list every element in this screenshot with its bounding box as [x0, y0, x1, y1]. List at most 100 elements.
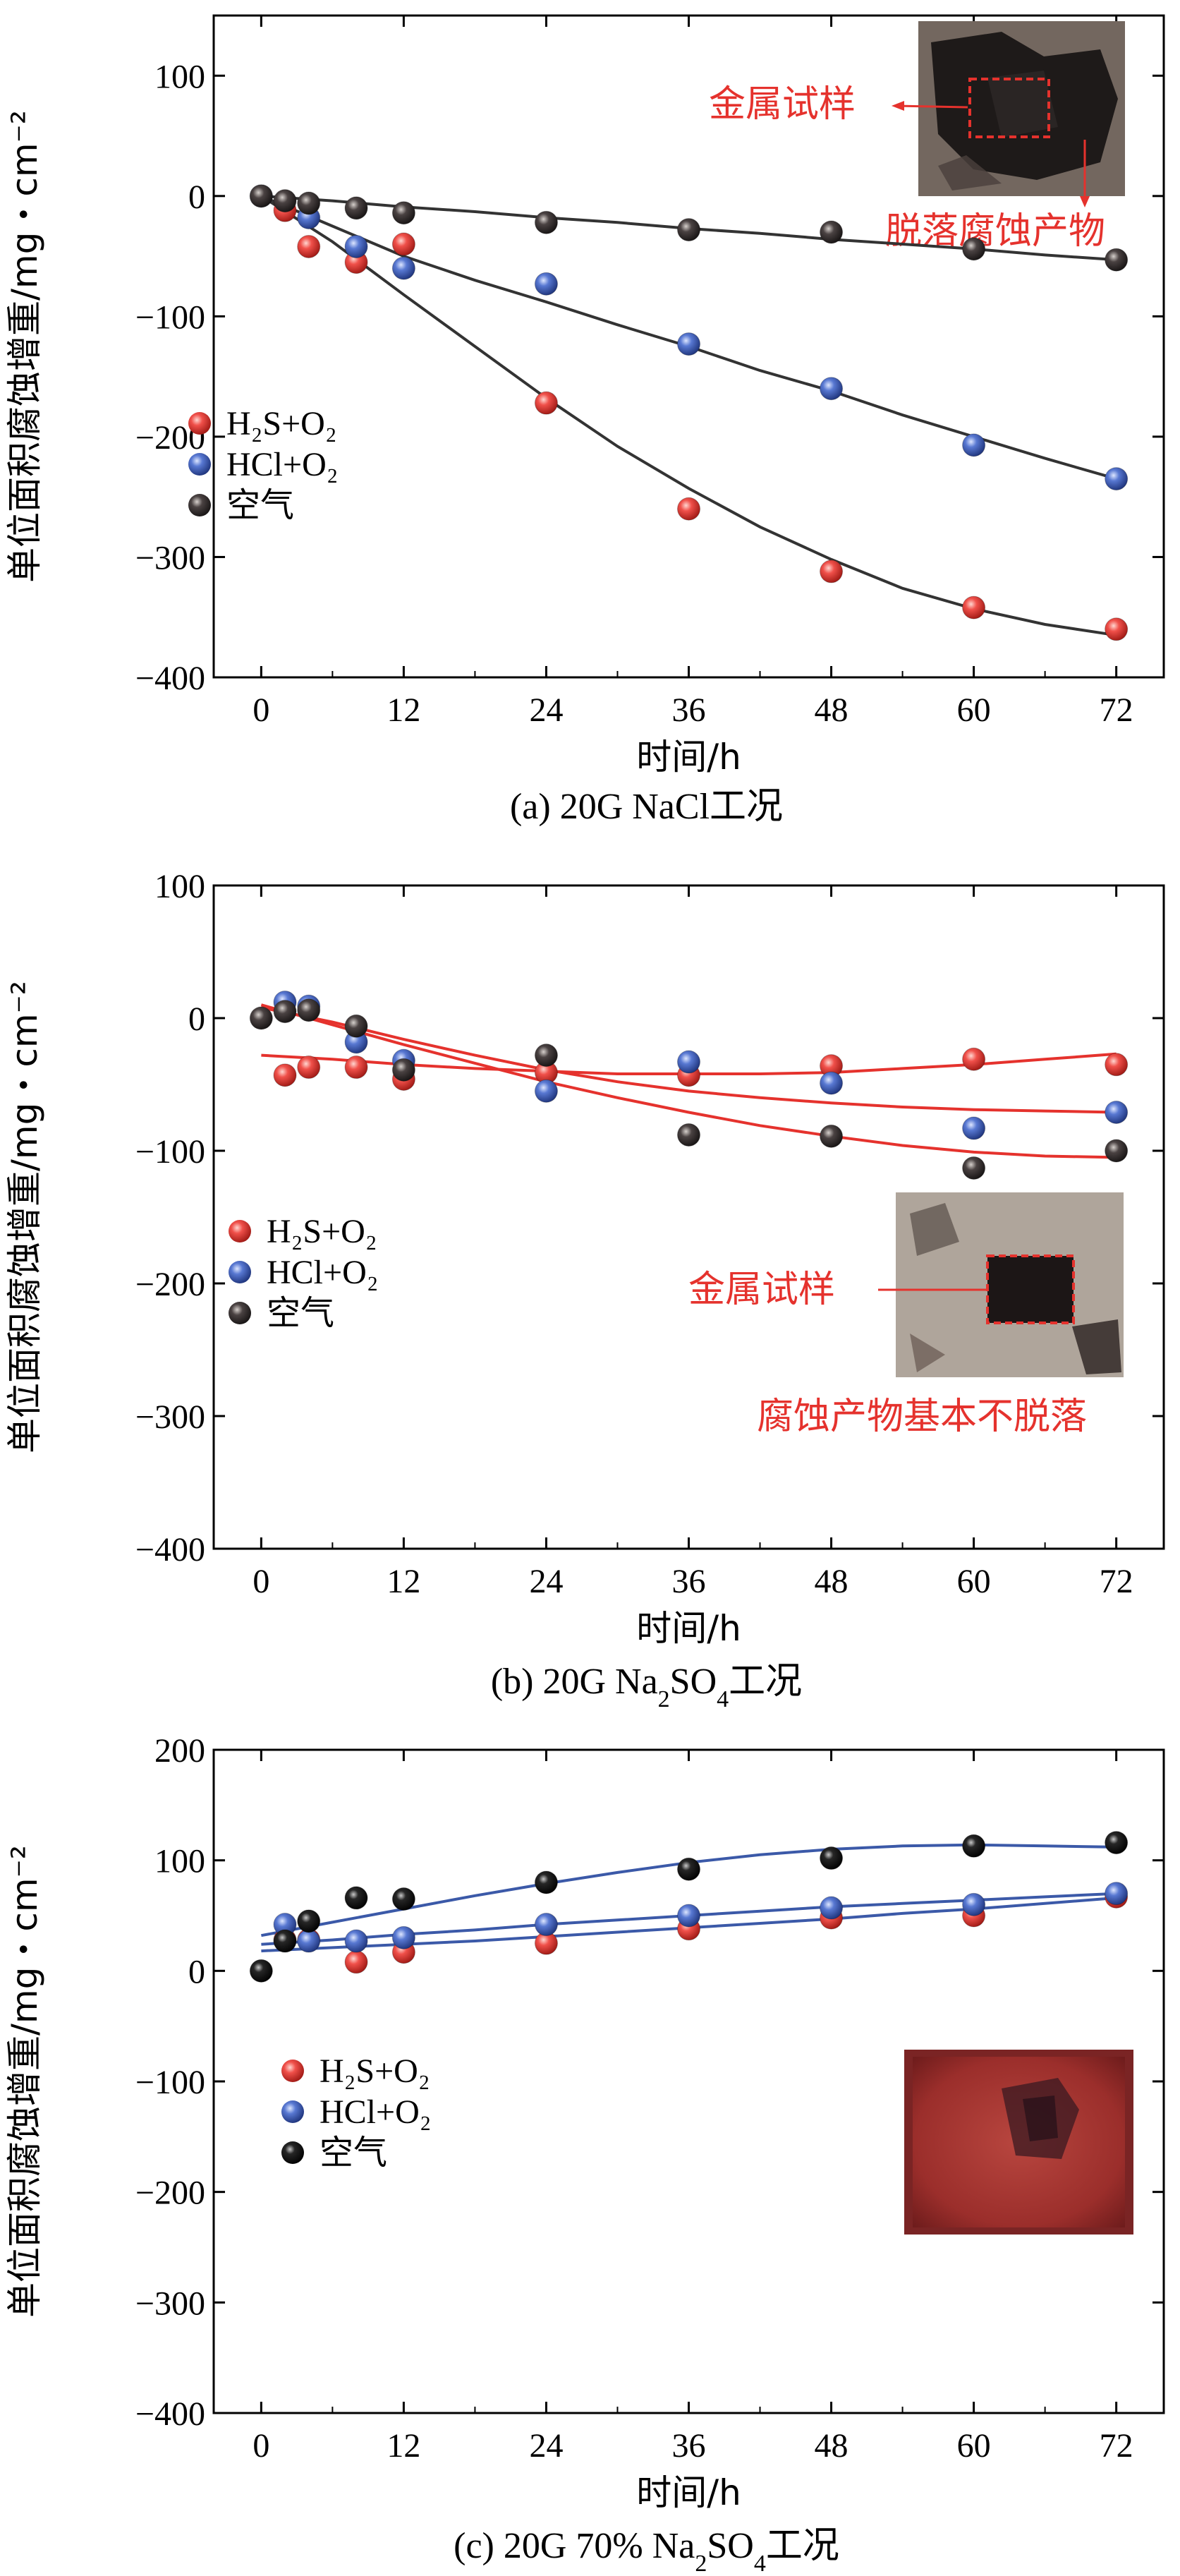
data-point	[297, 191, 321, 215]
fit-line	[260, 195, 1117, 637]
x-tick-label: 24	[529, 2427, 563, 2465]
y-tick-label: −200	[135, 1266, 205, 1303]
x-tick-label: 36	[672, 691, 706, 729]
x-tick-label: 48	[815, 1563, 848, 1600]
y-tick-label: 0	[188, 1000, 205, 1038]
legend-label: HCl+O₂	[267, 1254, 378, 1291]
y-tick-label: 100	[154, 868, 205, 905]
data-point	[249, 1959, 273, 1983]
legend-label: H₂S+O₂	[320, 2052, 430, 2090]
figure-caption: (a) 20G NaCl工况	[510, 787, 783, 827]
data-point	[534, 391, 558, 415]
x-tick-label: 0	[253, 691, 269, 729]
legend-label: HCl+O₂	[226, 446, 338, 483]
x-tick-label: 72	[1100, 2427, 1133, 2465]
data-point	[297, 234, 321, 258]
x-tick-label: 0	[253, 2427, 269, 2465]
y-tick-label: −200	[135, 2175, 205, 2212]
data-point	[1105, 1831, 1129, 1855]
series-2	[249, 998, 1129, 1180]
data-point	[391, 1925, 415, 1949]
axes: 0 12 24 36 48 60 721000−100−200−300−400时间/h单位面…	[4, 14, 1165, 778]
annotation-metal-sample-b: 金属试样	[688, 1269, 986, 1311]
data-point	[534, 272, 558, 296]
series-2	[249, 1831, 1129, 1983]
data-point	[1105, 248, 1129, 272]
data-point	[677, 497, 700, 521]
y-tick-label: −100	[135, 1133, 205, 1171]
data-point	[344, 1950, 368, 1974]
series-1	[273, 1882, 1129, 1953]
photo-dark-sample-art	[918, 21, 1125, 196]
y-tick-label: 100	[154, 58, 205, 95]
legend-marker	[281, 2100, 304, 2123]
data-point	[297, 1929, 321, 1953]
x-tick-label: 24	[529, 691, 563, 729]
x-tick-label: 36	[672, 1563, 706, 1600]
data-point	[677, 332, 700, 356]
data-point	[391, 201, 415, 225]
legend-marker	[281, 2060, 304, 2082]
x-axis-label: 时间/h	[636, 1608, 741, 1649]
y-tick-label: −100	[135, 298, 205, 336]
data-point	[962, 433, 986, 457]
figure-caption: (b) 20G Na2SO4工况	[491, 1662, 802, 1712]
y-axis-label: 单位面积腐蚀增重/mg・cm⁻²	[4, 110, 45, 583]
fit-line	[261, 1006, 1117, 1114]
data-point	[297, 1909, 321, 1933]
series-1	[249, 184, 1129, 491]
y-tick-label: 100	[154, 1843, 205, 1880]
y-tick-label: 0	[188, 179, 205, 216]
annotation-label: 金属试样	[709, 83, 856, 126]
data-point	[820, 377, 844, 401]
data-point	[962, 1156, 986, 1180]
series-2	[249, 184, 1129, 272]
data-point	[344, 1056, 368, 1080]
legend-label: 空气	[267, 1295, 334, 1332]
x-tick-label: 60	[957, 1563, 991, 1600]
data-point	[820, 1896, 844, 1920]
legend-label: 空气	[226, 487, 294, 524]
data-point	[273, 1929, 297, 1953]
data-point	[344, 1886, 368, 1910]
data-point	[249, 1006, 273, 1030]
data-point	[1105, 1053, 1129, 1077]
data-point	[820, 1071, 844, 1095]
x-tick-label: 12	[387, 2427, 420, 2465]
data-point	[677, 218, 700, 242]
data-point	[344, 1929, 368, 1953]
y-tick-label: −100	[135, 2064, 205, 2101]
data-point	[677, 1904, 700, 1928]
fit-line	[260, 1003, 1117, 1159]
x-tick-label: 60	[957, 2427, 991, 2465]
annotation-products-not-detached-b: 腐蚀产物基本不脱落	[757, 1396, 1087, 1438]
annotation-metal-sample-a: 金属试样	[709, 83, 968, 126]
data-point	[297, 998, 321, 1022]
data-point	[677, 1857, 700, 1881]
data-point	[297, 1056, 321, 1080]
legend-marker	[229, 1261, 251, 1283]
data-point	[534, 1913, 558, 1937]
x-tick-label: 36	[672, 2427, 706, 2465]
data-point	[1105, 1139, 1129, 1163]
data-point	[677, 1123, 700, 1147]
chart-panel-a: 0 12 24 36 48 60 721000−100−200−300−400时间/h单位面…	[4, 14, 1165, 827]
x-axis-label: 时间/h	[636, 737, 741, 778]
data-point	[273, 1000, 297, 1024]
data-point	[962, 1116, 986, 1140]
data-point	[1105, 467, 1129, 491]
x-tick-label: 24	[529, 1563, 563, 1600]
data-point	[249, 184, 273, 208]
y-tick-label: 0	[188, 1953, 205, 1990]
data-point	[391, 1058, 415, 1082]
y-tick-label: 200	[154, 1732, 205, 1770]
legend: H₂S+O₂ HCl+O₂ 空气	[229, 1213, 378, 1332]
fit-curves	[260, 194, 1117, 637]
data-point	[534, 210, 558, 234]
legend-label: H₂S+O₂	[267, 1213, 377, 1250]
data-point	[1105, 1882, 1129, 1906]
axes: 0 12 24 36 48 60 721000−100−200−300−400时间/h单位面…	[4, 868, 1165, 1649]
x-tick-label: 12	[387, 691, 420, 729]
